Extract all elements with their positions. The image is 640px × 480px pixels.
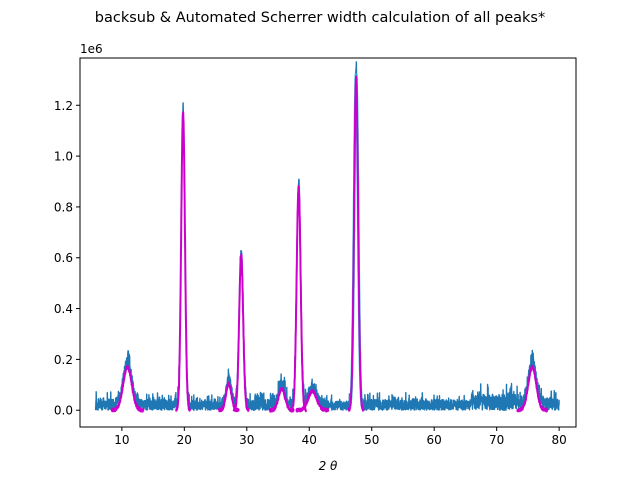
x-tick-label: 50	[364, 433, 379, 447]
pattern-series-line	[94, 61, 560, 411]
x-tick-label: 70	[489, 433, 504, 447]
y-tick-label: 1.2	[54, 99, 73, 113]
fit-peak-curve	[516, 364, 549, 413]
y-offset-label: 1e6	[80, 42, 103, 56]
fit-peak-curve	[268, 387, 295, 413]
y-tick-label: 0.8	[54, 200, 73, 214]
plot-area	[79, 57, 577, 428]
chart-title: backsub & Automated Scherrer width calcu…	[95, 10, 545, 26]
fit-peak-curve	[295, 388, 330, 413]
y-axis: 0.0 0.2 0.4 0.6 0.8 1.0 1.2	[54, 99, 80, 418]
fit-peak-curve	[175, 111, 191, 412]
x-axis: 10 20 30 40 50 60 70 80	[114, 427, 567, 447]
y-tick-label: 0.6	[54, 251, 73, 265]
x-axis-label: 2 θ	[319, 459, 338, 473]
series-layer	[94, 61, 560, 413]
axes-frame	[79, 57, 577, 428]
y-tick-label: 0.0	[54, 404, 73, 418]
fit-peak-curve	[110, 365, 145, 413]
y-tick-label: 0.2	[54, 353, 73, 367]
fit-peak-curve	[290, 185, 307, 413]
x-tick-label: 40	[302, 433, 317, 447]
x-tick-label: 20	[177, 433, 192, 447]
x-tick-label: 10	[114, 433, 129, 447]
x-tick-label: 60	[427, 433, 442, 447]
fit-peak-curve	[232, 253, 250, 413]
y-tick-label: 1.0	[54, 150, 73, 164]
y-tick-label: 0.4	[54, 302, 73, 316]
x-tick-label: 80	[551, 433, 566, 447]
fit-peak-curve	[347, 75, 365, 412]
x-tick-label: 30	[239, 433, 254, 447]
